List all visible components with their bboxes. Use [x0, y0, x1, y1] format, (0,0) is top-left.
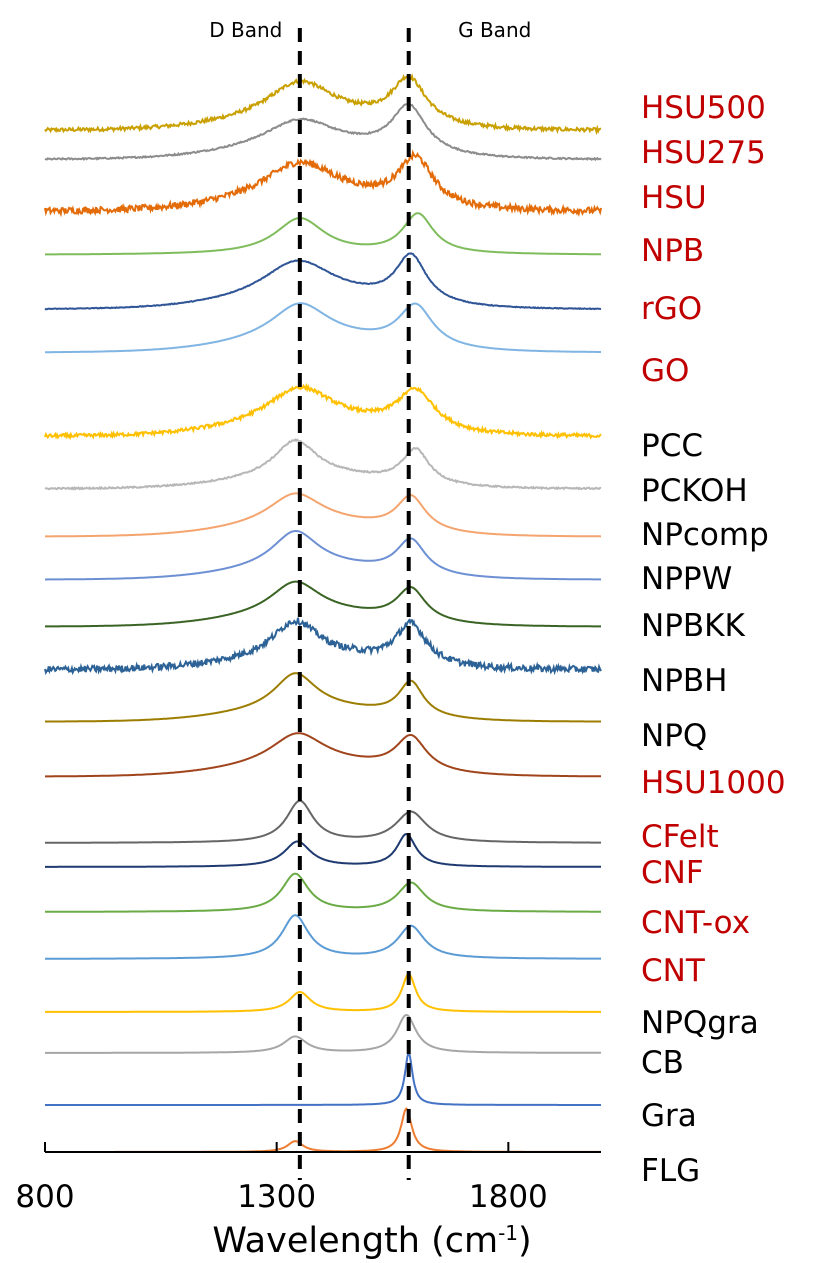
spectrum-npbh: [44, 617, 602, 676]
spectrum-rgo: [44, 252, 602, 311]
series-label-hsu: HSU: [641, 180, 707, 216]
band-label-d-band: D Band: [209, 18, 282, 42]
x-axis-label: Wavelength (cm-1): [212, 1221, 531, 1261]
spectrum-hsu500: [44, 73, 602, 136]
spectrum-cnt-ox: [45, 872, 601, 913]
series-label-cb: CB: [641, 1045, 684, 1081]
series-label-npq: NPQ: [641, 718, 707, 754]
series-label-hsu1000: HSU1000: [641, 765, 786, 801]
spectrum-nppw: [45, 530, 601, 581]
series-label-npcomp: NPcomp: [641, 517, 769, 553]
spectrum-flg: [45, 1107, 601, 1153]
spectrum-npq: [44, 672, 601, 723]
series-label-npbkk: NPBKK: [641, 608, 745, 644]
series-label-hsu275: HSU275: [641, 135, 766, 171]
spectra-group: [44, 73, 602, 1153]
series-label-nppw: NPPW: [641, 561, 732, 597]
spectrum-hsu1000: [45, 732, 601, 778]
reference-lines-group: D Band G Band: [209, 18, 531, 1180]
spectrum-pckoh: [44, 438, 602, 491]
spectrum-hsu275: [44, 101, 602, 162]
spectrum-hsu: [44, 149, 602, 218]
series-label-cfelt: CFelt: [641, 819, 719, 855]
series-label-cnt-ox: CNT-ox: [641, 905, 750, 941]
spectrum-cnf: [45, 833, 601, 868]
series-label-flg: FLG: [641, 1153, 700, 1189]
spectrum-npb: [45, 212, 601, 256]
series-label-cnt: CNT: [641, 953, 706, 989]
series-label-npqgra: NPQgra: [641, 1005, 759, 1041]
x-tick-label-1300: 1300: [237, 1179, 316, 1215]
x-axis-label-main: Wavelength (cm: [212, 1221, 498, 1261]
x-axis-label-suffix: ): [518, 1221, 532, 1261]
series-label-hsu500: HSU500: [641, 90, 766, 126]
series-label-pcc: PCC: [641, 428, 703, 464]
series-label-pckoh: PCKOH: [641, 473, 748, 509]
spectrum-pcc: [44, 382, 602, 441]
x-tick-label-800: 800: [15, 1179, 74, 1215]
series-label-rgo: rGO: [641, 291, 702, 327]
spectrum-npqgra: [45, 973, 601, 1013]
series-label-gra: Gra: [641, 1098, 697, 1134]
spectrum-gra: [45, 1052, 601, 1106]
series-label-npbh: NPBH: [641, 663, 727, 699]
series-label-cnf: CNF: [641, 855, 704, 891]
spectrum-cfelt: [45, 799, 601, 844]
spectrum-go: [45, 302, 601, 354]
series-label-npb: NPB: [641, 233, 704, 269]
spectrum-npbkk: [45, 580, 601, 628]
series-label-go: GO: [641, 353, 689, 389]
x-axis: 800 1300 1800: [15, 1142, 601, 1215]
spectrum-cb: [45, 1013, 601, 1054]
band-label-g-band: G Band: [458, 18, 531, 42]
x-axis-label-superscript: -1: [498, 1221, 518, 1245]
series-labels-group: HSU500 HSU275 HSU NPB rGO GO PCC PCKOH NPcomp NPP…: [641, 90, 786, 1189]
spectrum-npcomp: [45, 492, 601, 538]
spectrum-cnt: [45, 914, 601, 960]
x-tick-label-1800: 1800: [469, 1179, 548, 1215]
